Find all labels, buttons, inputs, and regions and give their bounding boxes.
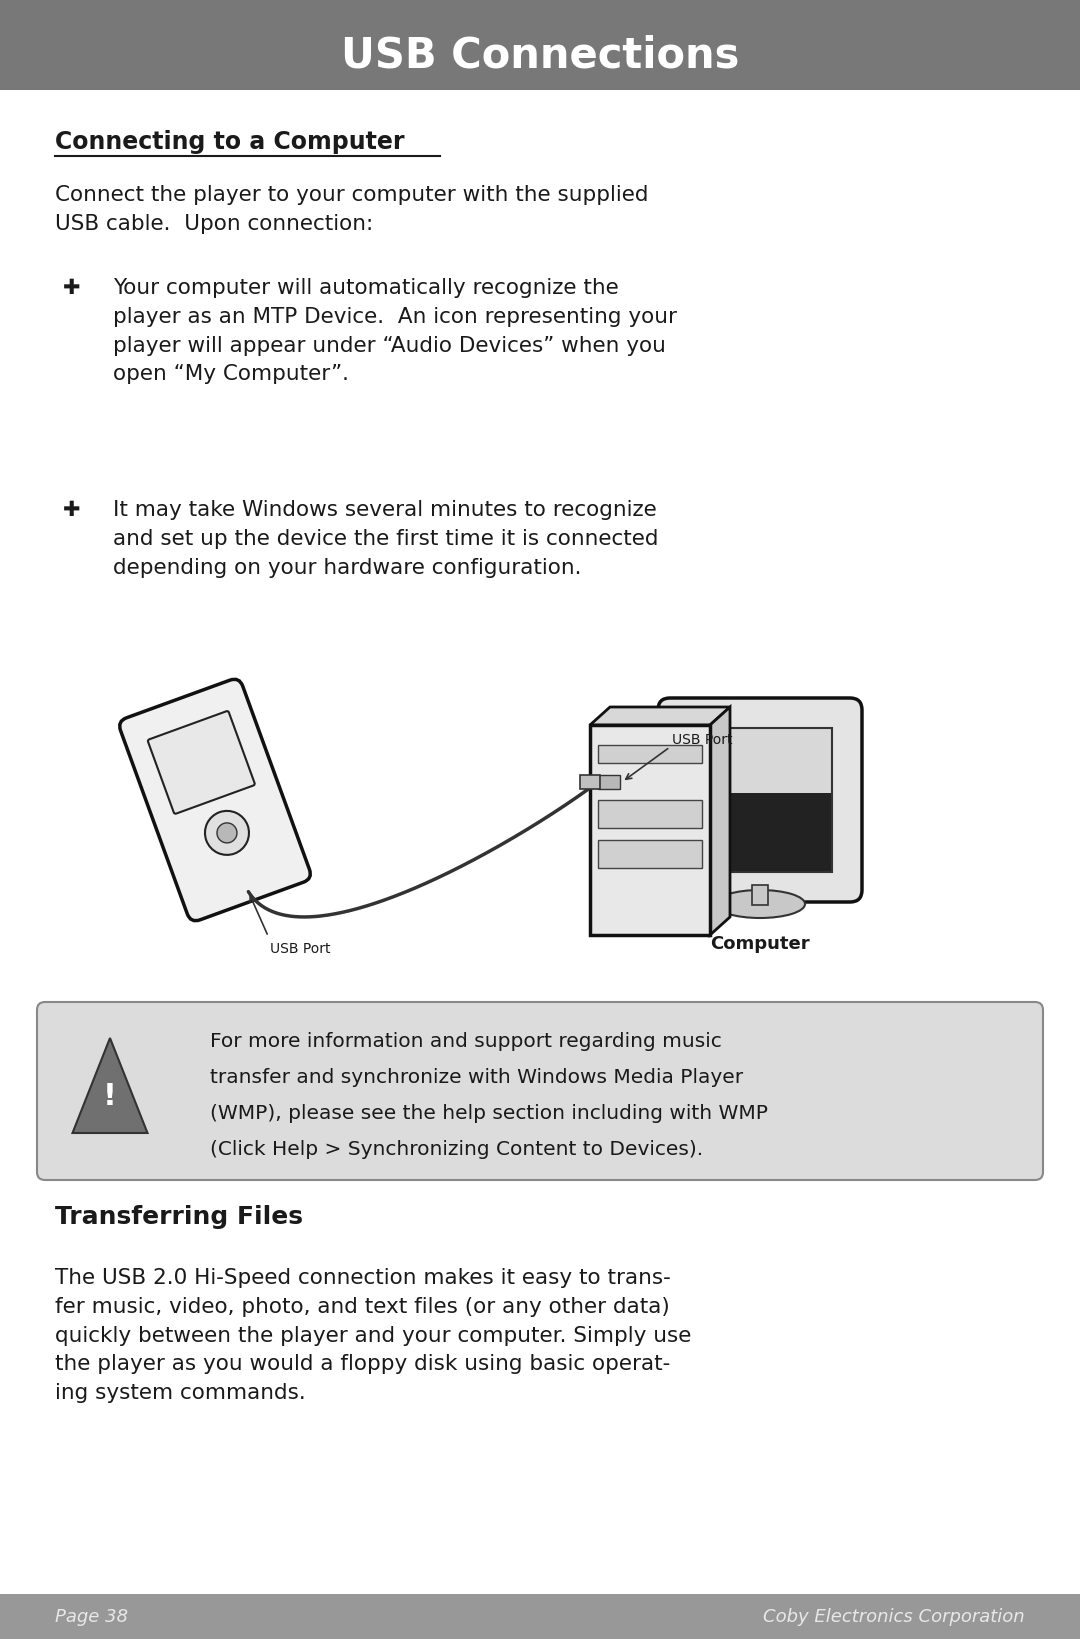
Polygon shape [710, 706, 730, 934]
Polygon shape [590, 706, 730, 724]
Text: ✚: ✚ [63, 500, 81, 520]
Text: transfer and synchronize with Windows Media Player: transfer and synchronize with Windows Me… [210, 1069, 743, 1087]
Circle shape [217, 823, 237, 842]
Circle shape [205, 811, 249, 856]
FancyBboxPatch shape [658, 698, 862, 901]
Text: Connect the player to your computer with the supplied
USB cable.  Upon connectio: Connect the player to your computer with… [55, 185, 648, 234]
Bar [598, 746, 702, 764]
Ellipse shape [715, 890, 805, 918]
Text: Transferring Files: Transferring Files [55, 1205, 303, 1229]
Text: It may take Windows several minutes to recognize
and set up the device the first: It may take Windows several minutes to r… [113, 500, 659, 577]
Text: Computer: Computer [711, 934, 810, 952]
Text: Coby Electronics Corporation: Coby Electronics Corporation [764, 1608, 1025, 1626]
Bar [0, 0, 1080, 90]
Bar [598, 800, 702, 828]
Text: Your computer will automatically recognize the
player as an MTP Device.  An icon: Your computer will automatically recogni… [113, 279, 677, 385]
Text: (Click Help > Synchronizing Content to Devices).: (Click Help > Synchronizing Content to D… [210, 1141, 703, 1159]
Text: USB Connections: USB Connections [341, 34, 739, 77]
Bar [688, 793, 832, 872]
Bar [688, 728, 832, 872]
Text: For more information and support regarding music: For more information and support regardi… [210, 1033, 721, 1051]
Text: ✚: ✚ [63, 279, 81, 298]
Text: Connecting to a Computer: Connecting to a Computer [55, 129, 405, 154]
Bar [752, 885, 768, 905]
Text: USB Port: USB Port [672, 733, 732, 747]
FancyBboxPatch shape [148, 711, 255, 813]
Polygon shape [72, 1037, 148, 1133]
Bar [590, 724, 710, 934]
FancyBboxPatch shape [120, 679, 310, 921]
Text: USB Port: USB Port [270, 942, 330, 956]
FancyBboxPatch shape [580, 775, 600, 788]
Text: !: ! [103, 1082, 117, 1111]
Bar [0, 1595, 1080, 1639]
Text: (WMP), please see the help section including with WMP: (WMP), please see the help section inclu… [210, 1105, 768, 1123]
Bar [688, 728, 832, 793]
Text: The USB 2.0 Hi-Speed connection makes it easy to trans-
fer music, video, photo,: The USB 2.0 Hi-Speed connection makes it… [55, 1269, 691, 1403]
Bar [598, 775, 620, 788]
Bar [598, 841, 702, 869]
FancyBboxPatch shape [37, 1001, 1043, 1180]
Text: Page 38: Page 38 [55, 1608, 129, 1626]
